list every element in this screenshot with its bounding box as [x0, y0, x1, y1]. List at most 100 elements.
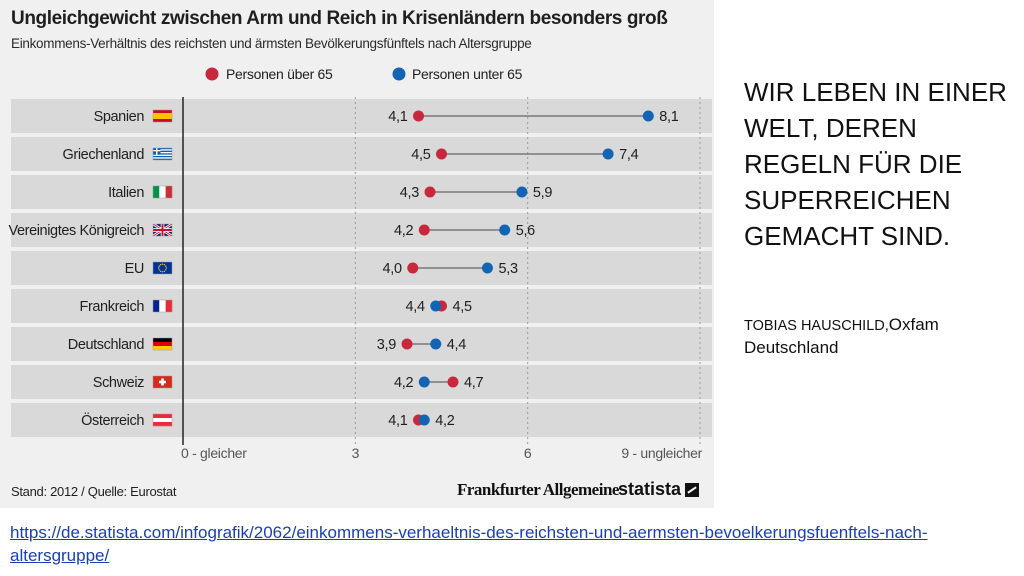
flag-part	[153, 150, 161, 152]
point-over65	[424, 186, 436, 198]
label-under65: 4,2	[435, 413, 454, 429]
flag-part	[153, 262, 172, 274]
x-tick-label: 0 - gleicher	[181, 445, 247, 461]
grid-layer	[182, 97, 701, 445]
flag-eu-icon	[152, 261, 173, 275]
category-label: EU	[125, 261, 144, 277]
point-under65	[602, 148, 614, 160]
flag-part	[153, 414, 172, 418]
category-label: Deutschland	[68, 337, 145, 353]
flag-greece-icon	[152, 147, 173, 161]
flag-border	[152, 261, 173, 275]
label-over65: 4,3	[400, 185, 419, 201]
flag-spain-icon	[152, 109, 173, 123]
flag-part	[159, 270, 162, 272]
label-under65: 4,4	[405, 299, 424, 315]
flag-border	[152, 299, 173, 313]
category-label: Spanien	[94, 109, 145, 125]
flag-part	[153, 113, 172, 119]
flag-border	[152, 375, 173, 389]
category-label: Vereinigtes Königreich	[9, 223, 145, 239]
legend-over65-label: Personen über 65	[226, 66, 333, 82]
flag-part	[158, 269, 160, 271]
flag-germany-icon	[152, 337, 173, 351]
flag-border	[152, 185, 173, 199]
flag-part	[153, 300, 160, 312]
label-over65: 3,9	[377, 337, 396, 353]
point-over65	[447, 376, 459, 388]
point-over65	[407, 262, 419, 274]
point-under65	[418, 376, 430, 388]
flag-part	[159, 380, 166, 384]
flag-part	[153, 153, 172, 155]
quote-author-name: TOBIAS HAUSCHILD,	[744, 318, 889, 334]
chart-title: Ungleichgewicht zwischen Arm und Reich i…	[11, 8, 668, 29]
statista-logo-icon	[685, 482, 700, 497]
row-band	[11, 327, 712, 361]
category-label: Frankreich	[80, 299, 145, 315]
flag-part	[153, 156, 172, 158]
flag-part	[153, 149, 172, 151]
label-over65: 4,2	[394, 223, 413, 239]
flag-part	[153, 148, 172, 150]
flag-border	[152, 147, 173, 161]
flag-part	[159, 264, 162, 266]
x-tick-label: 3	[352, 445, 360, 461]
point-under65	[430, 338, 442, 350]
point-under65	[430, 300, 442, 312]
flag-part	[153, 346, 172, 351]
label-under65: 8,1	[659, 109, 678, 125]
label-under65: 5,3	[498, 261, 517, 277]
label-under65: 7,4	[619, 147, 638, 163]
label-under65: 5,9	[533, 185, 552, 201]
point-under65	[516, 186, 528, 198]
flag-border	[152, 109, 173, 123]
statista-logo-text: statista	[618, 479, 682, 499]
flag-part	[153, 157, 172, 159]
flag-part	[165, 265, 167, 267]
flag-part	[153, 338, 172, 342]
flag-part	[153, 418, 172, 422]
category-label: Italien	[108, 185, 144, 201]
category-label: Griechenland	[63, 147, 145, 163]
flag-part	[153, 186, 160, 198]
point-over65	[436, 148, 447, 160]
row-band	[11, 403, 712, 437]
label-under65: 5,6	[516, 223, 535, 239]
x-axis-ticks: 0 - gleicher 3 6 9 - ungleicher	[181, 445, 703, 461]
row-band	[11, 213, 712, 247]
flag-border	[152, 223, 173, 237]
row-band	[11, 365, 712, 399]
flag-part	[153, 342, 172, 346]
quote-author: TOBIAS HAUSCHILD,Oxfam Deutschland	[744, 314, 1014, 359]
flag-part	[153, 150, 172, 152]
quote-text: WIR LEBEN IN EINER WELT, DEREN REGELN FÜ…	[744, 77, 1007, 251]
dumbbell-chart: Personen über 65 Personen unter 65 Spani…	[9, 66, 712, 461]
label-under65: 4,2	[394, 375, 413, 391]
flag-part	[153, 154, 172, 156]
label-over65: 4,1	[388, 109, 407, 125]
source-url-link[interactable]: https://de.statista.com/infografik/2062/…	[10, 523, 928, 565]
flag-part	[158, 265, 160, 267]
chart-subtitle: Einkommens-Verhältnis des reichsten und …	[11, 36, 532, 51]
label-over65: 4,7	[464, 375, 483, 391]
marks-layer: 4,1 8,1 4,5 7,4 4,3 5,9 4,2 5,6 4,0 5,3 4,4 4,5 3,9 4…	[377, 109, 679, 429]
row-band	[11, 175, 712, 209]
flag-part	[156, 148, 158, 155]
x-tick-label: 9 - ungleicher	[621, 445, 702, 461]
point-under65	[481, 262, 493, 274]
point-under65	[642, 110, 654, 122]
flag-part	[165, 300, 173, 312]
flag-border	[152, 413, 173, 427]
legend-under65-marker	[392, 67, 406, 81]
category-label: Schweiz	[93, 375, 144, 391]
flag-part	[165, 267, 167, 269]
flag-part	[163, 264, 166, 266]
flag-part	[153, 158, 172, 160]
x-tick-label: 6	[524, 445, 532, 461]
source-note: Stand: 2012 / Quelle: Eurostat	[11, 484, 177, 499]
flag-switzerland-icon	[152, 375, 173, 389]
flag-part	[163, 270, 166, 272]
flag-austria-icon	[152, 413, 173, 427]
label-over65: 4,1	[388, 413, 407, 429]
